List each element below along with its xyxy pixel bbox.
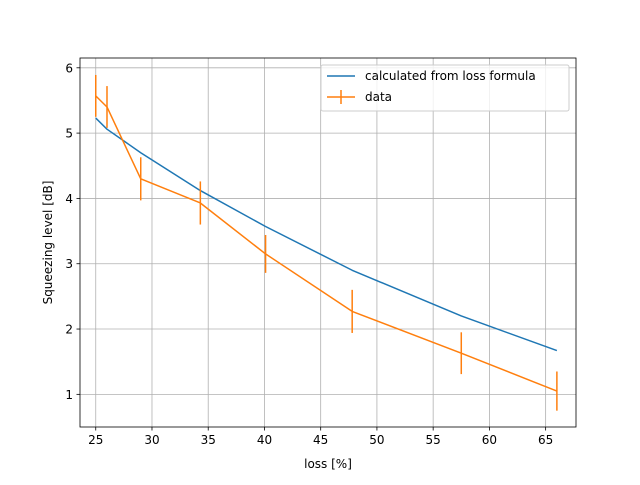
y-axis-label: Squeezing level [dB] xyxy=(41,181,55,305)
x-tick-label: 45 xyxy=(313,433,328,447)
x-tick-label: 40 xyxy=(257,433,272,447)
x-tick-label: 50 xyxy=(369,433,384,447)
legend-label-data: data xyxy=(365,90,392,104)
series-layer xyxy=(94,74,558,411)
y-tick-label: 5 xyxy=(65,127,73,141)
plot-area xyxy=(80,58,576,427)
x-tick-label: 35 xyxy=(201,433,216,447)
y-tick-label: 2 xyxy=(65,323,73,337)
x-axis-label: loss [%] xyxy=(304,457,352,471)
series-line-calculated xyxy=(95,117,558,352)
x-tick-label: 65 xyxy=(538,433,553,447)
legend-label-calculated: calculated from loss formula xyxy=(365,69,536,83)
legend-box xyxy=(320,64,570,112)
plot-frame xyxy=(79,57,577,428)
legend: calculated from loss formula data xyxy=(320,64,570,112)
x-tick-label: 25 xyxy=(88,433,103,447)
x-tick-label: 55 xyxy=(426,433,441,447)
x-tick-label: 60 xyxy=(482,433,497,447)
x-tick-label: 30 xyxy=(144,433,159,447)
y-tick-label: 6 xyxy=(65,61,73,75)
series-line-data xyxy=(95,95,558,392)
y-tick-label: 1 xyxy=(65,388,73,402)
y-tick-label: 3 xyxy=(65,257,73,271)
y-tick-label: 4 xyxy=(65,192,73,206)
